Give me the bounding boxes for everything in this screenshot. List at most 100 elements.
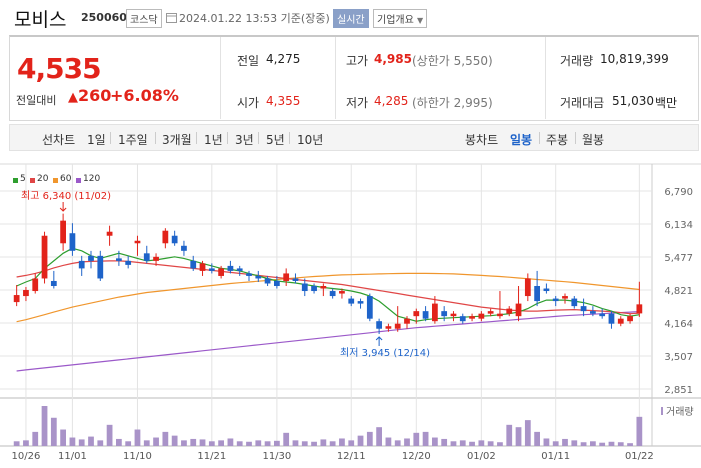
volume-bar — [524, 420, 531, 446]
datetime-label: 2024.01.22 13:53 기준(장중) — [166, 10, 330, 26]
candle-body — [13, 295, 20, 303]
candle-body — [236, 268, 243, 271]
candle-body — [534, 286, 540, 302]
candle-body — [218, 268, 224, 276]
candle-body — [106, 231, 113, 236]
candle-body — [246, 273, 252, 276]
candle-body — [32, 278, 39, 292]
y-tick-label: 3,507 — [664, 352, 693, 363]
volume-bar — [218, 440, 224, 446]
chevron-down-icon: ▼ — [417, 16, 424, 25]
legend-ma120: 120 — [83, 174, 101, 184]
volume-bar — [88, 436, 94, 446]
volume-bar — [236, 441, 243, 446]
candle-body — [608, 313, 615, 324]
amount-unit: 백만 — [655, 96, 678, 110]
volume-bar — [227, 438, 234, 446]
tab-3y[interactable]: 3년 — [235, 133, 254, 147]
company-info-dropdown[interactable]: 기업개요 ▼ — [373, 9, 428, 28]
candle-body — [41, 235, 48, 279]
realtime-button[interactable]: 실시간 — [333, 9, 369, 28]
candle-body — [311, 286, 317, 292]
candle-body — [50, 280, 57, 287]
volume-legend-swatch — [661, 407, 663, 415]
prev-close-value: 4,275 — [266, 52, 301, 66]
tab-daily[interactable]: 일봉 — [510, 133, 533, 147]
volume-bar — [125, 441, 132, 446]
legend-ma20-swatch — [30, 178, 35, 183]
volume-bar — [413, 432, 420, 446]
volume-bar — [357, 435, 364, 446]
tab-weekly[interactable]: 주봉 — [546, 133, 569, 147]
candle-body — [162, 230, 169, 244]
candle-body — [580, 306, 587, 312]
volume-bar — [301, 441, 308, 446]
y-tick-label: 2,851 — [664, 385, 693, 396]
candle-body — [301, 283, 308, 292]
x-tick-label: 11/30 — [262, 451, 291, 462]
volume-bar — [292, 440, 299, 446]
candle-body — [88, 255, 94, 261]
lower-limit: (하한가 2,995) — [412, 96, 493, 110]
volume-bar — [348, 440, 355, 446]
candle-body — [478, 313, 485, 319]
volume-bar — [311, 441, 317, 446]
legend-ma120-swatch — [76, 178, 81, 183]
company-info-label: 기업개요 — [377, 15, 414, 26]
volume-bar — [283, 432, 290, 446]
ma20-line — [16, 260, 640, 315]
tab-1w[interactable]: 1주일 — [118, 133, 148, 147]
volume-bar — [627, 443, 633, 446]
x-tick-label: 10/26 — [12, 451, 41, 462]
volume-bar — [190, 438, 197, 446]
volume-bar — [134, 429, 141, 446]
legend-ma5-swatch — [13, 178, 18, 183]
change-percent: +6.08% — [110, 86, 179, 105]
stock-code: 250060 — [81, 11, 127, 24]
candle-chart-label: 봉차트 — [465, 133, 499, 147]
volume-bar — [385, 437, 392, 446]
y-tick-label: 5,477 — [664, 253, 693, 264]
amount-value: 51,030 — [612, 94, 654, 108]
ma120-line — [16, 311, 640, 372]
ma60-line — [16, 272, 640, 323]
y-tick-label: 6,790 — [664, 187, 693, 198]
high-arrow — [59, 202, 67, 212]
x-tick-label: 01/22 — [625, 451, 654, 462]
candle-body — [181, 245, 187, 251]
tab-3m[interactable]: 3개월 — [162, 133, 192, 147]
volume-bar — [459, 440, 466, 446]
tab-monthly[interactable]: 월봉 — [582, 133, 605, 147]
tab-1d[interactable]: 1일 — [87, 133, 106, 147]
candle-body — [497, 313, 503, 317]
volume-bar — [153, 437, 159, 446]
volume-bar — [608, 441, 615, 446]
volume-bar — [404, 438, 410, 446]
candle-body — [459, 316, 466, 322]
candle-body — [590, 311, 596, 314]
volume-bar — [432, 437, 438, 446]
y-tick-label: 4,821 — [664, 286, 693, 297]
open-label: 시가 — [237, 96, 260, 110]
volume-bar — [487, 441, 494, 446]
stock-name: 모비스 — [14, 9, 67, 31]
volume-label: 거래량 — [560, 54, 594, 68]
volume-bar — [543, 438, 550, 446]
candle-body — [404, 318, 410, 324]
volume-bar — [450, 441, 457, 446]
candle-body — [171, 235, 178, 244]
candle-body — [617, 318, 624, 324]
tab-1y[interactable]: 1년 — [204, 133, 223, 147]
change-label: 전일대비 — [16, 94, 57, 107]
volume-bar — [552, 441, 559, 446]
candle-body — [469, 316, 475, 319]
volume-bar — [181, 440, 187, 446]
candle-body — [422, 311, 429, 319]
volume-bar — [636, 416, 643, 446]
candle-body — [552, 298, 559, 302]
tab-5y[interactable]: 5년 — [266, 133, 285, 147]
tab-10y[interactable]: 10년 — [297, 133, 324, 147]
candle-body — [292, 278, 299, 281]
x-tick-label: 11/01 — [58, 451, 87, 462]
